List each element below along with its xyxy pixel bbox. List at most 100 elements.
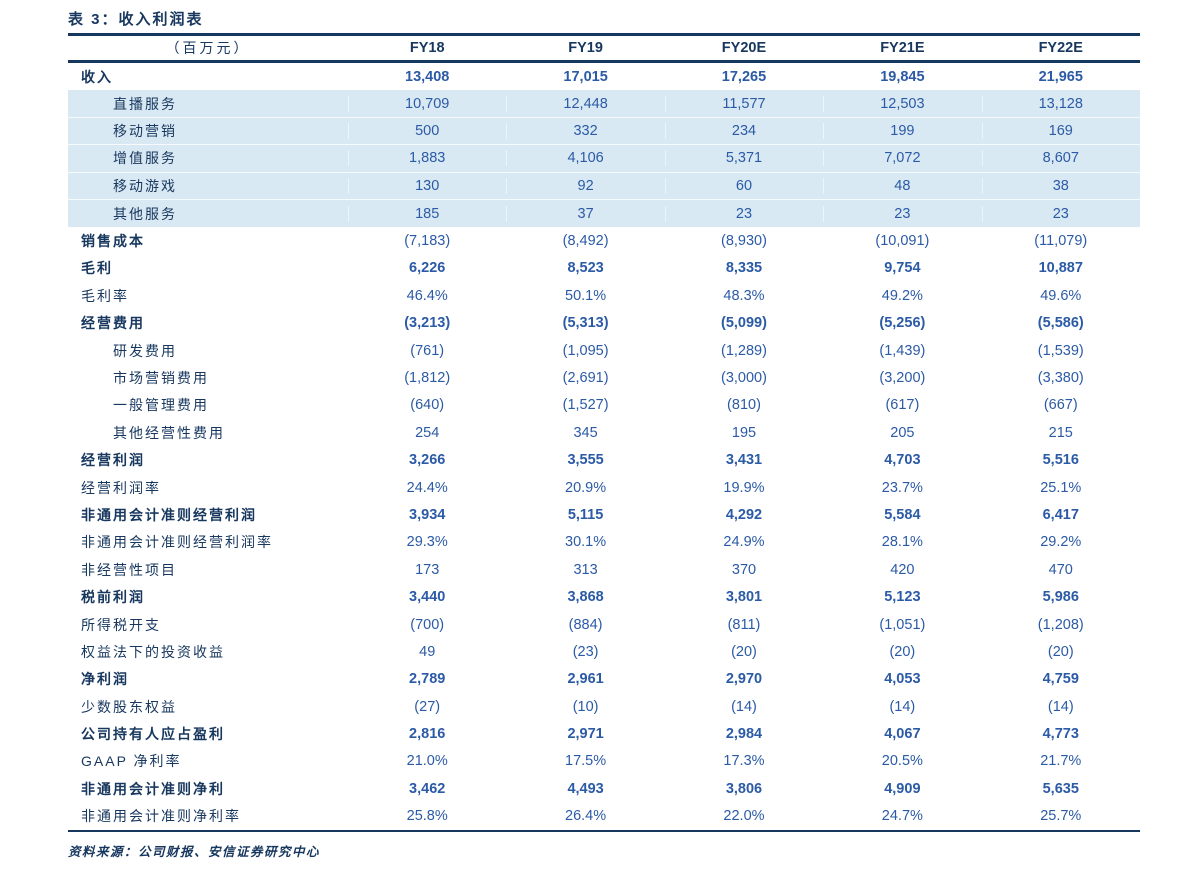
- cell-value: 12,503: [823, 96, 981, 112]
- cell-value: 3,801: [725, 589, 763, 606]
- row-label: 直播服务: [113, 95, 177, 112]
- row-label: 销售成本: [81, 233, 145, 250]
- cell-value: (3,000): [721, 369, 767, 386]
- column-header-fy22e: FY22E: [1038, 40, 1083, 56]
- table-title: 表 3：收入利润表: [68, 11, 204, 28]
- column-header-fy19: FY19: [568, 40, 603, 56]
- cell-value: (27): [414, 698, 441, 715]
- row-label: 非经营性项目: [81, 561, 177, 578]
- cell-value: 19,845: [880, 68, 925, 85]
- cell-value: 60: [665, 178, 823, 194]
- row-label: 权益法下的投资收益: [81, 643, 225, 660]
- row-label: 非通用会计准则经营利润: [81, 506, 257, 523]
- cell-value: 49.2%: [881, 287, 923, 304]
- cell-value: 169: [982, 123, 1140, 139]
- column-header-fy21e: FY21E: [880, 40, 925, 56]
- cell-value: 13,128: [982, 96, 1140, 112]
- cell-value: 3,934: [409, 506, 446, 523]
- table-row: 非通用会计准则净利率 25.8% 26.4% 22.0% 24.7% 25.7%: [68, 803, 1140, 830]
- cell-value: (1,527): [562, 397, 609, 414]
- cell-value: (3,213): [404, 315, 451, 332]
- cell-value: (20): [889, 643, 916, 660]
- cell-value: 3,266: [409, 452, 446, 469]
- cell-value: (617): [885, 397, 920, 414]
- cell-value: 5,115: [567, 506, 604, 523]
- cell-value: 10,709: [348, 96, 506, 112]
- cell-value: (3,200): [879, 369, 926, 386]
- column-header-fy18: FY18: [409, 40, 445, 56]
- table-row: 税前利润 3,440 3,868 3,801 5,123 5,986: [68, 583, 1140, 610]
- cell-value: 4,773: [1042, 726, 1079, 743]
- row-label: 市场营销费用: [113, 369, 209, 386]
- table-row: 销售成本 (7,183) (8,492) (8,930) (10,091) (11,07…: [68, 227, 1140, 254]
- cell-value: 5,986: [1042, 589, 1079, 606]
- row-label: 非通用会计准则经营利润率: [81, 534, 273, 551]
- cell-value: 2,970: [725, 671, 763, 688]
- cell-value: (884): [568, 616, 603, 633]
- cell-value: 234: [665, 123, 823, 139]
- cell-value: 20.9%: [565, 479, 607, 496]
- table-row: 非通用会计准则净利 3,462 4,493 3,806 4,909 5,635: [68, 775, 1140, 802]
- cell-value: (1,095): [562, 342, 609, 359]
- cell-value: 4,106: [506, 150, 664, 166]
- row-label: 收入: [81, 68, 113, 85]
- cell-value: 205: [890, 424, 915, 441]
- cell-value: 4,493: [567, 780, 604, 797]
- cell-value: 21,965: [1038, 68, 1083, 85]
- cell-value: 2,984: [725, 726, 763, 743]
- row-label: 非通用会计准则净利率: [81, 808, 241, 825]
- cell-value: 215: [1048, 424, 1073, 441]
- row-label: 经营费用: [81, 315, 145, 332]
- cell-value: 48: [823, 178, 981, 194]
- cell-value: 24.7%: [881, 808, 923, 825]
- cell-value: 23.7%: [881, 479, 923, 496]
- cell-value: 21.7%: [1040, 753, 1082, 770]
- cell-value: (5,586): [1037, 315, 1084, 332]
- cell-value: (700): [410, 616, 445, 633]
- table-row: 公司持有人应占盈利 2,816 2,971 2,984 4,067 4,773: [68, 720, 1140, 747]
- cell-value: (20): [731, 643, 757, 660]
- table-row: 研发费用 (761) (1,095) (1,289) (1,439) (1,539): [68, 337, 1140, 364]
- cell-value: 7,072: [823, 150, 981, 166]
- table-header-row: （百万元） FY18 FY19 FY20E FY21E FY22E: [68, 36, 1140, 60]
- cell-value: 10,887: [1038, 260, 1083, 277]
- cell-value: 17,015: [563, 68, 608, 85]
- cell-value: 8,607: [982, 150, 1140, 166]
- cell-value: (667): [1043, 397, 1078, 414]
- bottom-rule: [68, 829, 1140, 832]
- table-row: 直播服务 10,709 12,448 11,577 12,503 13,128: [68, 90, 1140, 118]
- cell-value: 4,067: [884, 726, 921, 743]
- cell-value: (5,099): [721, 315, 767, 332]
- cell-value: 24.4%: [406, 479, 448, 496]
- cell-value: (5,313): [562, 315, 609, 332]
- row-label: 研发费用: [113, 342, 177, 359]
- cell-value: (7,183): [404, 233, 451, 250]
- cell-value: 23: [982, 206, 1140, 222]
- cell-value: (14): [731, 698, 757, 715]
- cell-value: 26.4%: [565, 808, 607, 825]
- row-label: 少数股东权益: [81, 698, 177, 715]
- header-rule: [68, 60, 1140, 63]
- table-row: 毛利率 46.4% 50.1% 48.3% 49.2% 49.6%: [68, 282, 1140, 309]
- cell-value: 420: [890, 561, 915, 578]
- unit-label: （百万元）: [165, 40, 251, 56]
- cell-value: 2,971: [567, 726, 604, 743]
- row-label: 一般管理费用: [113, 397, 209, 414]
- cell-value: (23): [572, 643, 599, 660]
- table-row: 非经营性项目 173 313 370 420 470: [68, 556, 1140, 583]
- cell-value: (810): [727, 397, 761, 414]
- table-body: 收入 13,408 17,015 17,265 19,845 21,965 直播服务 1…: [68, 63, 1140, 830]
- cell-value: 49: [419, 643, 436, 660]
- cell-value: (10,091): [875, 233, 930, 250]
- cell-value: 11,577: [665, 96, 823, 112]
- cell-value: 23: [823, 206, 981, 222]
- table-row: 收入 13,408 17,015 17,265 19,845 21,965: [68, 63, 1140, 90]
- table-row: 移动游戏 130 92 60 48 38: [68, 172, 1140, 200]
- table-row: 增值服务 1,883 4,106 5,371 7,072 8,607: [68, 145, 1140, 173]
- cell-value: 8,335: [725, 260, 763, 277]
- cell-value: (1,812): [404, 369, 451, 386]
- income-statement-table: 表 3：收入利润表 （百万元） FY18 FY19 FY20E FY21E FY…: [68, 8, 1140, 860]
- row-label: GAAP 净利率: [81, 753, 182, 770]
- cell-value: 1,883: [348, 150, 506, 166]
- cell-value: 2,789: [409, 671, 446, 688]
